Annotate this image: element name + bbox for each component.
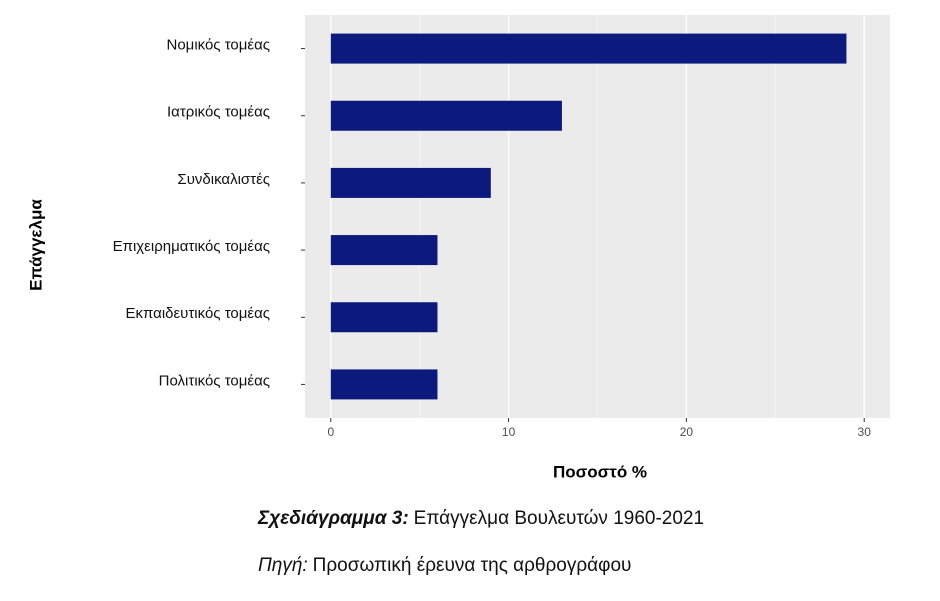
y-tick-label: Επιχειρηματικός τομέας: [113, 238, 270, 255]
x-tick-label: 20: [680, 425, 694, 439]
y-tick-label: Ιατρικός τομέας: [167, 104, 270, 121]
bar: [330, 369, 438, 400]
y-tick-label: Νομικός τομέας: [167, 37, 271, 54]
x-tick-label: 0: [327, 425, 334, 439]
source: Πηγή: Προσωπική έρευνα της αρθρογράφου: [258, 555, 631, 577]
caption-text: Επάγγελμα Βουλευτών 1960-2021: [413, 508, 705, 529]
caption: Σχεδιάγραμμα 3: Επάγγελμα Βουλευτών 1960-…: [258, 508, 704, 530]
bar: [330, 235, 438, 266]
y-tick-label: Συνδικαλιστές: [177, 171, 270, 188]
source-label: Πηγή:: [258, 555, 308, 576]
y-axis-title: Επάγγελμα: [26, 199, 45, 291]
bar: [330, 33, 847, 64]
caption-label: Σχεδιάγραμμα 3:: [258, 508, 409, 529]
source-text: Προσωπική έρευνα της αρθρογράφου: [312, 555, 632, 576]
y-tick-label: Εκπαιδευτικός τομέας: [126, 305, 271, 322]
x-tick-label: 10: [502, 425, 516, 439]
x-tick-label: 30: [858, 425, 872, 439]
bar: [330, 100, 562, 131]
y-tick-label: Πολιτικός τομέας: [159, 372, 270, 389]
x-axis-title: Ποσοστό %: [553, 462, 647, 481]
bar: [330, 167, 491, 198]
chart: Ποσοστό % Επάγγελμα 0 10 20 30 Νομικός τομέα…: [26, 15, 890, 481]
bar: [330, 302, 438, 333]
